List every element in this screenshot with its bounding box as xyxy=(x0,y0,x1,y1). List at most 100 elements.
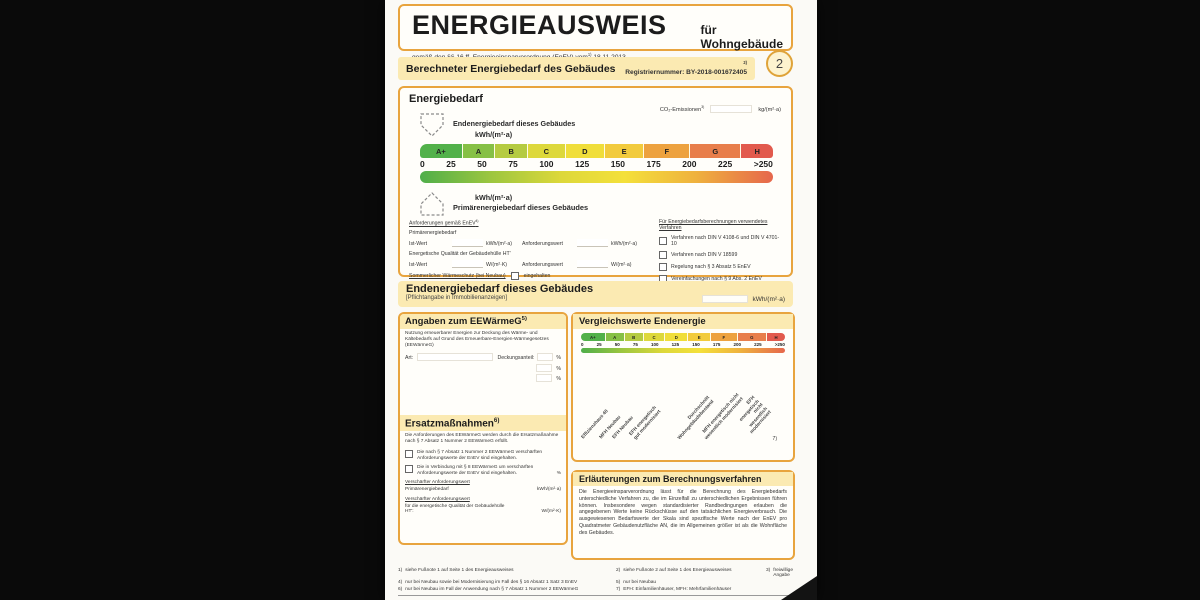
comparison-tick: 225 xyxy=(754,342,762,347)
energy-class-segment: B xyxy=(494,144,528,158)
method-column: Für Energiebedarfsberechnungen verwendet… xyxy=(647,219,782,284)
vergleichswerte-title: Vergleichswerte Endenergie xyxy=(573,314,793,329)
vergleichswerte-box: Vergleichswerte Endenergie A+ A B C D E F G H 0 2… xyxy=(571,312,795,462)
energy-scale: A+ A B C D E F G H 0 25 50 75 100 125 150 175 200 225 >250 xyxy=(420,144,773,183)
comparison-tick: 150 xyxy=(692,342,700,347)
footnote-2-num: 2) xyxy=(616,568,621,573)
scale-tick: 25 xyxy=(446,159,456,169)
document-subtitle: für Wohngebäude xyxy=(700,23,783,51)
percent-2: % xyxy=(556,366,561,373)
percent-1: % xyxy=(556,355,561,362)
anforderungswert-field-1[interactable] xyxy=(577,238,608,247)
method-option-row: Regelung nach § 3 Absatz 5 EnEV xyxy=(659,263,782,272)
comparison-class-segment: E xyxy=(687,333,711,341)
comparison-tick: >250 xyxy=(774,342,785,347)
versch-label-1: Verschärfter Anforderungswert xyxy=(405,480,470,486)
art-field[interactable] xyxy=(417,353,494,362)
energy-scale-ticks: 0 25 50 75 100 125 150 175 200 225 >250 xyxy=(420,159,773,169)
ist-wert-field-1[interactable] xyxy=(452,238,483,247)
ersatz-body: Die Anforderungen des EEWärmeG werden du… xyxy=(405,433,559,445)
eewaermeg-title: Angaben zum EEWärmeG5) xyxy=(400,314,566,330)
co2-value-field[interactable] xyxy=(710,105,753,113)
envelope-quality-label: Energetische Qualität der Gebäudehülle H… xyxy=(409,250,511,257)
header-box: ENERGIEAUSWEIS für Wohngebäude gemäß den… xyxy=(398,4,793,61)
footnote-ref-5: 5) xyxy=(521,316,527,322)
footnote-4-num: 4) xyxy=(398,580,403,585)
summer-heat-check-label: eingehalten xyxy=(523,272,551,279)
comparison-tick: 25 xyxy=(596,342,602,347)
comparison-class-band: A+ A B C D E F G H xyxy=(581,333,785,341)
scale-tick: >250 xyxy=(753,159,773,169)
primary-energy-house-marker-icon[interactable] xyxy=(418,191,446,217)
scale-tick: 75 xyxy=(508,159,518,169)
footnote-ref-4: 4) xyxy=(475,219,479,223)
comparison-tick: 100 xyxy=(651,342,659,347)
primary-energy-unit: kWh/(m²·a) xyxy=(475,193,513,202)
erlaeuterungen-box: Erläuterungen zum Berechnungsverfahren D… xyxy=(571,470,795,560)
end-energy-house-marker-icon[interactable] xyxy=(418,112,446,138)
end-energy-value-field[interactable] xyxy=(701,295,748,303)
method-option-label: Regelung nach § 3 Absatz 5 EnEV xyxy=(671,264,751,271)
primary-energy-gradient-bar xyxy=(420,171,773,183)
ersatz-checkbox-1[interactable] xyxy=(405,450,413,459)
ersatz-percent: % xyxy=(556,470,561,476)
method-checkbox[interactable] xyxy=(659,251,667,260)
deckung-field-3[interactable] xyxy=(536,374,553,383)
comparison-class-segment: H xyxy=(766,333,785,341)
ist-wert-row-1: Ist-Wert kWh/(m²·a) Anforderungswert kWh… xyxy=(409,238,637,247)
method-heading: Für Energiebedarfsberechnungen verwendet… xyxy=(659,219,768,231)
scale-tick: 175 xyxy=(646,159,661,169)
comparison-tick: 200 xyxy=(733,342,742,347)
footnote-ref-3: 3) xyxy=(701,105,705,110)
energy-class-segment: A xyxy=(461,144,495,158)
eewaermeg-body: Nutzung erneuerbarer Energien zur Deckun… xyxy=(405,331,549,349)
comparison-tick: 125 xyxy=(671,342,680,347)
scale-tick: 150 xyxy=(610,159,625,169)
ist-wert-row-2: Ist-Wert W/(m²·K) Anforderungswert W/(m²… xyxy=(409,259,632,268)
footnote-3-text: freiwillige Angabe xyxy=(773,568,793,578)
ersatz-title: Ersatzmaßnahmen6) xyxy=(400,415,566,432)
comparison-class-segment: G xyxy=(736,333,766,341)
scale-tick: 50 xyxy=(477,159,487,169)
comparison-class-segment: D xyxy=(664,333,688,341)
energiebedarf-box: Energiebedarf CO₂-Emissionen3) kg/(m²·a)… xyxy=(398,86,793,284)
registration-number: 2) Registriernummer: BY-2018-001672405 xyxy=(625,59,747,77)
comparison-label-3: EFH energetisch gut modernisiert xyxy=(628,405,662,441)
eewaermeg-box: Angaben zum EEWärmeG5) Nutzung erneuerba… xyxy=(398,312,568,545)
comparison-class-segment: F xyxy=(710,333,737,341)
deckung-field-1[interactable] xyxy=(537,353,554,362)
anforderungswert-field-2[interactable] xyxy=(577,259,608,268)
footnote-5-text: nur bei Neubau xyxy=(623,580,657,585)
method-checkbox[interactable] xyxy=(659,237,667,246)
versch-sub-2: für die energetische Qualität der Gebäud… xyxy=(405,504,505,515)
energy-certificate-page: ENERGIEAUSWEIS für Wohngebäude gemäß den… xyxy=(385,0,817,600)
end-energy-bar-title: Endenergiebedarf dieses Gebäudes xyxy=(406,283,594,295)
comparison-tick: 175 xyxy=(712,342,721,347)
energy-class-segment: G xyxy=(689,144,741,158)
comparison-tick: 50 xyxy=(614,342,620,347)
end-energy-bar-unit: kWh/(m²·a) xyxy=(752,296,786,303)
comparison-labels: Effizienzhaus 40 MFH Neubau EFH Neubau E… xyxy=(581,353,785,445)
deckung-field-2[interactable] xyxy=(536,364,553,373)
ist-wert-field-2[interactable] xyxy=(452,259,483,268)
scale-tick: 200 xyxy=(682,159,697,169)
method-checkbox[interactable] xyxy=(659,263,667,272)
erlaeuterungen-title: Erläuterungen zum Berechnungsverfahren xyxy=(573,472,793,486)
energy-class-segment: E xyxy=(604,144,644,158)
section-title: Berechneter Energiebedarf des Gebäudes xyxy=(406,62,616,75)
footnote-1-num: 1) xyxy=(398,568,403,573)
method-option-label: Verfahren nach DIN V 4108-6 und DIN V 47… xyxy=(671,235,780,248)
energy-class-segment: H xyxy=(740,144,773,158)
ersatz-checkbox-2[interactable] xyxy=(405,464,413,473)
method-option-label: Vereinfachungen nach § 9 Abs. 2 EnEV xyxy=(671,276,762,283)
co2-emissions-row: CO₂-Emissionen3) kg/(m²·a) xyxy=(660,105,781,113)
energy-class-segment: A+ xyxy=(420,144,462,158)
energy-class-segment: C xyxy=(527,144,565,158)
comparison-class-segment: A xyxy=(604,333,624,341)
footnote-5-num: 5) xyxy=(616,580,621,585)
comparison-class-segment: A+ xyxy=(581,333,605,341)
footnote-4-text: nur bei Neubau sowie bei Modernisierung … xyxy=(405,580,578,585)
summer-heat-checkbox[interactable] xyxy=(510,271,519,280)
scale-tick: 225 xyxy=(718,159,733,169)
